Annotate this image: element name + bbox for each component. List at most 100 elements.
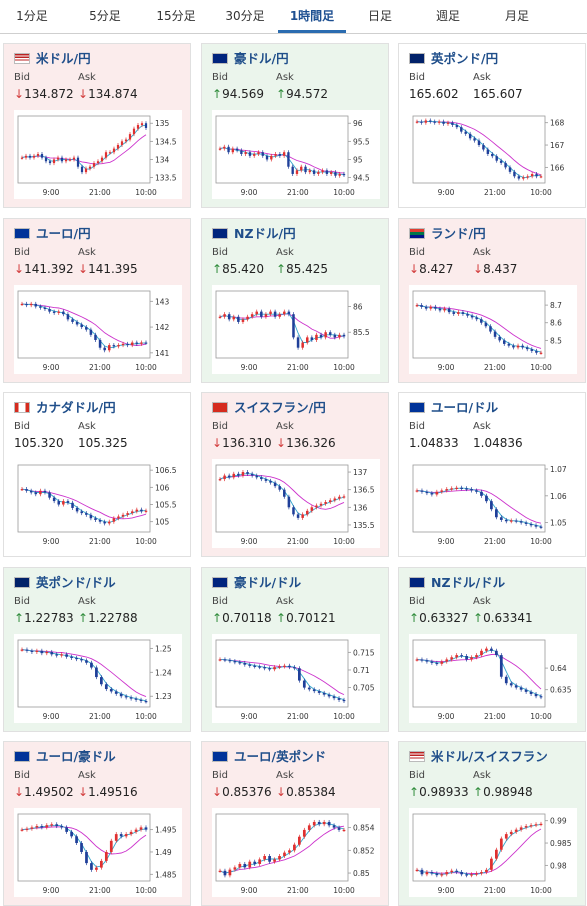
price-chart[interactable]: 168 167 166 9:00 21:00 10:00: [409, 110, 577, 199]
ask-value: 1.04836: [473, 436, 523, 450]
price-chart[interactable]: 1.25 1.24 1.23 9:00 21:00 10:00: [14, 634, 182, 723]
rate-card[interactable]: 豪ドル/ドル Bid Ask ↑0.70118 ↑0.70121 0.715 0.71 0.7…: [201, 567, 389, 732]
bid-number: 136.310: [222, 436, 272, 450]
price-chart[interactable]: 1.495 1.49 1.485 9:00 21:00 10:00: [14, 808, 182, 897]
candle: [68, 159, 72, 161]
rate-card[interactable]: 米ドル/スイスフラン Bid Ask ↑0.98933 ↑0.98948 0.99 0.98…: [398, 741, 586, 906]
candle: [104, 684, 108, 690]
candle: [237, 316, 240, 322]
rate-card[interactable]: カナダドル/円 Bid Ask 105.320 105.325 106.5 106 105.5…: [3, 392, 191, 557]
y-tick-label: 166: [550, 163, 565, 172]
pair-title[interactable]: 豪ドル/ドル: [212, 572, 301, 591]
price-chart[interactable]: 0.99 0.985 0.98 9:00 21:00 10:00: [409, 808, 577, 897]
candle: [499, 160, 503, 163]
pair-title[interactable]: 米ドル/円: [14, 48, 91, 67]
chart-svg: 0.854 0.852 0.85 9:00 21:00 10:00: [215, 813, 375, 895]
pair-title[interactable]: 英ポンド/円: [409, 48, 498, 67]
x-tick-label: 21:00: [484, 886, 506, 895]
price-chart[interactable]: 86 85.5 9:00 21:00 10:00: [212, 285, 380, 374]
rate-card[interactable]: 英ポンド/円 Bid Ask 165.602 165.607 168 167 166 9:00 2…: [398, 43, 586, 208]
rate-card[interactable]: スイスフラン/円 Bid Ask ↓136.310 ↓136.326 137 136.5 13…: [201, 392, 389, 557]
candle: [25, 828, 29, 830]
pair-title[interactable]: ユーロ/ドル: [409, 397, 498, 416]
tab-7[interactable]: 月足: [504, 9, 529, 23]
price-chart[interactable]: 8.7 8.6 8.5 9:00 21:00 10:00: [409, 285, 577, 374]
rate-card[interactable]: ランド/円 Bid Ask ↓8.427 ↓8.437 8.7 8.6 8.5 9:00 21:0…: [398, 218, 586, 383]
candle: [465, 874, 468, 876]
candle: [535, 350, 538, 353]
pair-title[interactable]: 米ドル/スイスフラン: [409, 746, 548, 765]
x-tick-label: 10:00: [333, 188, 355, 197]
candle: [246, 472, 249, 474]
x-tick-label: 9:00: [241, 886, 258, 895]
candle: [315, 334, 318, 340]
tab-0[interactable]: 1分足: [16, 9, 48, 23]
pair-title[interactable]: ユーロ/豪ドル: [14, 746, 116, 765]
y-tick-label: 105: [155, 518, 170, 527]
candle: [255, 311, 259, 315]
rate-card[interactable]: NZドル/ドル Bid Ask ↑0.63327 ↑0.63341 0.64 0.635 9:…: [398, 567, 586, 732]
candle: [490, 501, 493, 510]
rate-card[interactable]: ユーロ/豪ドル Bid Ask ↓1.49502 ↓1.49516 1.495 1.49 1.…: [3, 741, 191, 906]
price-chart[interactable]: 0.64 0.635 9:00 21:00 10:00: [409, 634, 577, 723]
pair-title[interactable]: スイスフラン/円: [212, 397, 326, 416]
candle: [512, 345, 515, 348]
price-chart[interactable]: 1.07 1.06 1.05 9:00 21:00 10:00: [409, 459, 577, 548]
candle: [227, 314, 231, 320]
candle: [338, 334, 341, 338]
ask-value: ↑85.425: [276, 262, 328, 276]
plot-frame: [412, 639, 546, 708]
x-tick-label: 21:00: [484, 537, 506, 546]
tab-4[interactable]: 1時間足: [278, 0, 346, 33]
candle: [470, 489, 473, 491]
ask-label: Ask: [78, 421, 96, 432]
candle: [504, 676, 508, 684]
candle: [539, 352, 543, 354]
rate-card[interactable]: ユーロ/円 Bid Ask ↓141.392 ↓141.395 143 142 141 9:00…: [3, 218, 191, 383]
price-chart[interactable]: 143 142 141 9:00 21:00 10:00: [14, 285, 182, 374]
rate-card[interactable]: ユーロ/英ポンド Bid Ask ↓0.85376 ↓0.85384 0.854 0.852…: [201, 741, 389, 906]
rate-card[interactable]: 英ポンド/ドル Bid Ask ↑1.22783 ↑1.22788 1.25 1.24 1.2…: [3, 567, 191, 732]
candle: [477, 140, 481, 146]
price-chart[interactable]: 106.5 106 105.5 105 9:00 21:00 10:00: [14, 459, 182, 548]
rate-card[interactable]: 米ドル/円 Bid Ask ↓134.872 ↓134.874 135 134.5 134 13…: [3, 43, 191, 208]
candle: [103, 347, 106, 351]
pair-title[interactable]: NZドル/ドル: [409, 572, 505, 591]
candle: [117, 345, 120, 347]
y-tick-label: 0.635: [550, 686, 572, 695]
price-chart[interactable]: 96 95.5 95 94.5 9:00 21:00 10:00: [212, 110, 380, 199]
bid-label: Bid: [212, 72, 228, 83]
tab-6[interactable]: 週足: [435, 9, 460, 23]
candle: [498, 336, 501, 341]
pair-title[interactable]: ランド/円: [409, 223, 486, 242]
pair-title[interactable]: カナダドル/円: [14, 397, 116, 416]
pair-title[interactable]: ユーロ/英ポンド: [212, 746, 326, 765]
pair-title[interactable]: 豪ドル/円: [212, 48, 289, 67]
rate-card[interactable]: 豪ドル/円 Bid Ask ↑94.569 ↑94.572 96 95.5 95 94.5 9:0…: [201, 43, 389, 208]
pair-title[interactable]: NZドル/円: [212, 223, 296, 242]
candle: [80, 843, 83, 852]
price-chart[interactable]: 0.715 0.71 0.705 9:00 21:00 10:00: [212, 634, 380, 723]
candle: [296, 337, 300, 348]
tab-1[interactable]: 5分足: [89, 9, 121, 23]
tab-3[interactable]: 30分足: [225, 9, 265, 23]
price-chart[interactable]: 0.854 0.852 0.85 9:00 21:00 10:00: [212, 808, 380, 897]
candle: [246, 316, 249, 320]
candle: [442, 121, 445, 124]
y-tick-label: 1.49: [155, 848, 172, 857]
candle: [420, 659, 424, 661]
rate-card[interactable]: ユーロ/ドル Bid Ask 1.04833 1.04836 1.07 1.06 1.05 9:…: [398, 392, 586, 557]
rate-card[interactable]: NZドル/円 Bid Ask ↑85.420 ↑85.425 86 85.5 9:00 21:0…: [201, 218, 389, 383]
y-tick-label: 0.705: [353, 684, 375, 693]
pair-title[interactable]: 英ポンド/ドル: [14, 572, 116, 591]
price-chart[interactable]: 135 134.5 134 133.5 9:00 21:00 10:00: [14, 110, 182, 199]
price-chart[interactable]: 137 136.5 136 135.5 9:00 21:00 10:00: [212, 459, 380, 548]
tab-5[interactable]: 日足: [367, 9, 392, 23]
candle: [494, 650, 498, 656]
plot-frame: [17, 290, 151, 359]
candle: [342, 829, 346, 832]
pair-title[interactable]: ユーロ/円: [14, 223, 91, 242]
candle: [75, 321, 79, 325]
tab-2[interactable]: 15分足: [156, 9, 196, 23]
y-tick-label: 141: [155, 349, 170, 358]
